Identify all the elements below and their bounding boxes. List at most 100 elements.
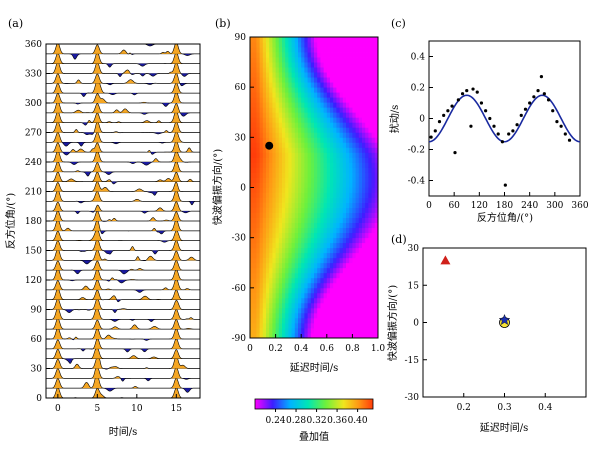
heatmap-cell (362, 167, 366, 173)
heatmap-cell (374, 197, 379, 203)
heatmap-cell (250, 172, 254, 178)
heatmap-cell (278, 197, 283, 203)
heatmap-cell (346, 327, 350, 334)
heatmap-cell (330, 327, 334, 334)
heatmap-cell (301, 92, 305, 98)
heatmap-cell (285, 332, 289, 339)
heatmap-cell (253, 247, 257, 254)
heatmap-cell (301, 127, 305, 133)
heatmap-cell (307, 137, 312, 143)
heatmap-cell (336, 287, 340, 294)
heatmap-cell (365, 167, 369, 173)
heatmap-cell (326, 187, 331, 193)
heatmap-cell (317, 87, 321, 93)
heatmap-cell (250, 212, 254, 218)
heatmap-cell (288, 217, 292, 224)
heatmap-cell (304, 47, 308, 53)
heatmap-cell (358, 122, 363, 128)
heatmap-cell (266, 167, 270, 173)
heatmap-cell (330, 77, 334, 83)
data-point (539, 75, 544, 79)
heatmap-cell (320, 327, 324, 334)
heatmap-cell (349, 192, 353, 198)
trace-line (46, 355, 200, 370)
heatmap-cell (326, 112, 331, 118)
heatmap-cell (317, 262, 321, 269)
heatmap-cell (285, 162, 289, 168)
heatmap-cell (368, 247, 372, 254)
heatmap-cell (285, 277, 289, 284)
heatmap-cell (285, 122, 289, 128)
heatmap-cell (259, 272, 264, 279)
heatmap-cell (339, 82, 344, 88)
heatmap-cell (342, 147, 347, 153)
heatmap-cell (371, 152, 376, 158)
heatmap-cell (320, 42, 324, 48)
heatmap-cell (317, 57, 321, 63)
panel-b-ytick-label: 60 (235, 83, 247, 93)
heatmap-cell (320, 182, 324, 188)
heatmap-cell (362, 247, 366, 254)
heatmap-cell (285, 177, 289, 183)
heatmap-cell (301, 247, 305, 254)
heatmap-cell (352, 177, 356, 183)
heatmap-cell (256, 57, 260, 63)
heatmap-cell (349, 97, 353, 103)
heatmap-cell (275, 297, 280, 304)
heatmap-cell (358, 327, 363, 334)
heatmap-cell (288, 262, 292, 269)
heatmap-cell (298, 142, 302, 148)
heatmap-cell (285, 257, 289, 264)
heatmap-cell (256, 37, 260, 43)
heatmap-cell (272, 252, 276, 259)
heatmap-cell (250, 267, 254, 274)
heatmap-cell (339, 312, 344, 319)
heatmap-cell (349, 302, 353, 309)
heatmap-cell (339, 127, 344, 133)
heatmap-cell (266, 222, 270, 229)
heatmap-cell (362, 277, 366, 284)
heatmap-cell (371, 272, 376, 279)
heatmap-cell (250, 112, 254, 118)
heatmap-cell (259, 67, 264, 73)
heatmap-cell (298, 87, 302, 93)
heatmap-cell (269, 137, 273, 143)
heatmap-cell (333, 142, 337, 148)
heatmap-cell (330, 267, 334, 274)
heatmap-cell (259, 262, 264, 269)
heatmap-cell (358, 142, 363, 148)
heatmap-cell (304, 322, 308, 329)
heatmap-cell (291, 282, 296, 289)
heatmap-cell (355, 47, 360, 53)
heatmap-cell (358, 147, 363, 153)
heatmap-cell (256, 72, 260, 78)
heatmap-cell (304, 37, 308, 43)
heatmap-cell (256, 227, 260, 234)
heatmap-cell (352, 222, 356, 229)
heatmap-cell (301, 152, 305, 158)
heatmap-cell (301, 297, 305, 304)
heatmap-cell (310, 157, 315, 163)
heatmap-cell (307, 87, 312, 93)
heatmap-cell (275, 287, 280, 294)
heatmap-cell (320, 302, 324, 309)
heatmap-cell (317, 227, 321, 234)
heatmap-cell (342, 112, 347, 118)
heatmap-cell (294, 102, 299, 108)
heatmap-cell (365, 237, 369, 244)
heatmap-cell (358, 207, 363, 213)
heatmap-cell (374, 292, 379, 299)
trace-positive-fill (46, 121, 200, 133)
trace-line (46, 210, 200, 222)
heatmap-cell (266, 272, 270, 279)
heatmap-cell (288, 37, 292, 43)
data-point (532, 95, 536, 99)
trace-negative-fill (46, 388, 200, 393)
heatmap-cell (346, 237, 350, 244)
heatmap-cell (320, 292, 324, 299)
heatmap-cell (294, 197, 299, 203)
heatmap-cell (374, 267, 379, 274)
trace-negative-fill (46, 260, 200, 264)
heatmap-cell (374, 297, 379, 304)
heatmap-cell (358, 272, 363, 279)
